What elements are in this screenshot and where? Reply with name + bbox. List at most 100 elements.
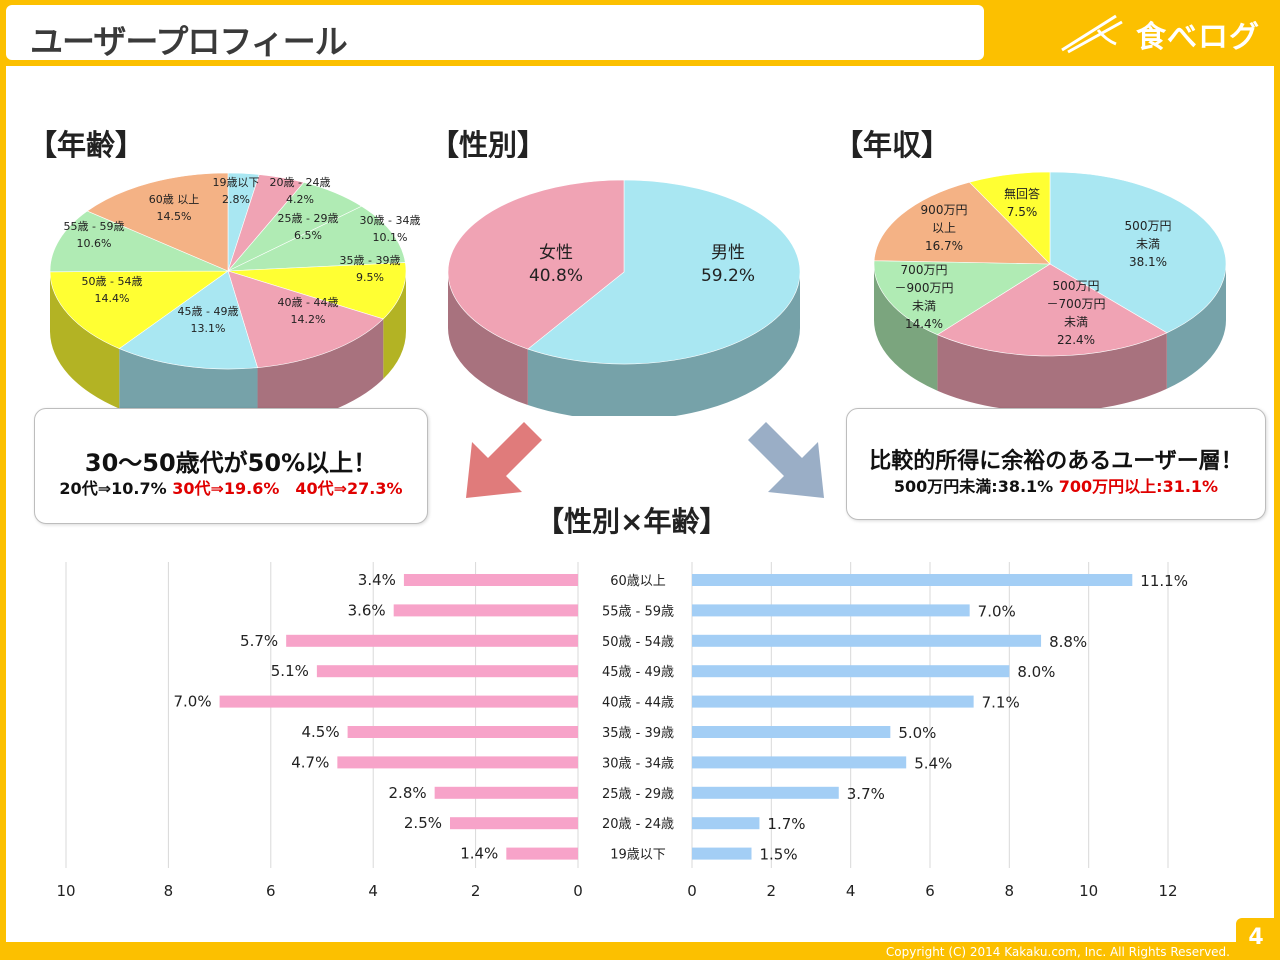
pie-value-4: 7.5%: [1007, 205, 1038, 219]
pie-value-5: 14.2%: [291, 313, 326, 326]
right-axis-tick: 6: [925, 882, 935, 900]
right-axis-tick: 0: [687, 882, 697, 900]
pie-slice-1: [936, 263, 1168, 357]
callout-income-detail-red: 700万円以上:31.1%: [1058, 477, 1219, 496]
pie-value-3: 16.7%: [925, 239, 963, 253]
callout-age-headline: 30～50歳代が50%以上！: [84, 449, 378, 477]
pie-value-8: 10.6%: [77, 237, 112, 250]
female-bar-label: 2.8%: [389, 784, 427, 802]
female-bar-label: 5.1%: [271, 662, 309, 680]
pie-label-2: 25歳 - 29歳 6.5%: [278, 212, 339, 242]
pie-label-1: 20歳 - 24歳 4.2%: [270, 176, 331, 206]
title-bar: ユーザープロフィール: [6, 5, 984, 61]
callout-income-detail: 500万円未満:38.1% 700万円以上:31.1%: [847, 473, 1265, 497]
callout-income-detail-black: 500万円未満:38.1%: [893, 477, 1054, 496]
pie-side-0: [527, 272, 800, 416]
category-label: 30歳 - 34歳: [602, 756, 674, 771]
pie-slice-1: [447, 179, 625, 350]
female-bar: [450, 817, 578, 830]
male-bar-label: 3.7%: [847, 785, 885, 803]
pie-slice-4: [968, 171, 1051, 265]
pie-label-3: 900万円以上 16.7%: [921, 203, 968, 253]
male-bar-label: 5.4%: [914, 754, 952, 772]
female-bar: [393, 604, 578, 617]
female-bar: [316, 665, 578, 678]
pie-value-1: 22.4%: [1057, 333, 1095, 347]
category-label: 60歳以上: [610, 574, 666, 589]
slide-title: ユーザープロフィール: [30, 22, 348, 61]
callout-income-headline: 比較的所得に余裕のあるユーザー層！: [869, 449, 1243, 474]
arrow-down-right-icon: [748, 422, 824, 498]
pie-value-3: 10.1%: [373, 231, 408, 244]
pie-slice-7: [49, 270, 229, 349]
section-title-gender: 【性別】: [430, 128, 547, 162]
category-label: 50歳 - 54歳: [602, 635, 674, 650]
page-number: 4: [1236, 918, 1276, 958]
pie-slice-4: [227, 262, 407, 320]
callout-age-summary: 30～50歳代が50%以上！ 20代⇒10.7% 30代⇒19.6% 40代⇒2…: [34, 408, 428, 524]
left-axis-tick: 6: [266, 882, 276, 900]
male-bar-label: 7.1%: [982, 694, 1020, 712]
callout-income-summary: 比較的所得に余裕のあるユーザー層！ 500万円未満:38.1% 700万円以上:…: [846, 408, 1266, 520]
female-bar-label: 1.4%: [460, 845, 498, 863]
pie-slice-8: [49, 210, 229, 273]
category-label: 55歳 - 59歳: [602, 604, 674, 619]
pie-value-0: 59.2%: [701, 266, 755, 286]
female-bar: [219, 695, 578, 708]
pie-value-7: 14.4%: [95, 292, 130, 305]
male-bar: [692, 665, 1010, 678]
pie-label-0: 男性 59.2%: [701, 243, 755, 286]
right-axis-tick: 12: [1158, 882, 1177, 900]
pie-slice-3: [873, 181, 1051, 265]
pie-label-0: 19歳以下 2.8%: [213, 176, 260, 206]
age-pie-chart: 19歳以下 2.8% 20歳 - 24歳 4.2% 25歳 - 29歳 6.5% 30歳 -…: [49, 172, 421, 416]
male-bar-label: 8.8%: [1049, 633, 1087, 651]
female-bar-label: 2.5%: [404, 814, 442, 832]
pie-slice-2: [873, 260, 1052, 336]
pie-value-1: 40.8%: [529, 266, 583, 286]
pie-label-6: 45歳 - 49歳 13.1%: [178, 305, 239, 335]
category-label: 40歳 - 44歳: [602, 696, 674, 711]
category-label: 35歳 - 39歳: [602, 726, 674, 741]
pie-side-1: [448, 272, 528, 406]
callout-age-detail-red: 30代⇒19.6% 40代⇒27.3%: [172, 479, 403, 498]
female-bar-label: 4.5%: [301, 723, 339, 741]
male-bar: [692, 574, 1133, 586]
category-label: 45歳 - 49歳: [602, 665, 674, 680]
male-bar: [692, 604, 970, 617]
section-title-income: 【年収】: [834, 128, 951, 162]
male-bar-label: 7.0%: [978, 602, 1016, 620]
pie-label-0: 500万円未満 38.1%: [1125, 219, 1172, 269]
female-bar-label: 5.7%: [240, 632, 278, 650]
male-bar: [692, 695, 974, 708]
male-bar-label: 5.0%: [898, 724, 936, 742]
female-bar: [286, 634, 578, 647]
income-pie-chart: 500万円未満 38.1% 500万円－700万円未満 22.4% 700万円－900万…: [873, 171, 1227, 412]
female-bar: [403, 574, 578, 586]
pie-label-9: 60歳 以上 14.5%: [149, 193, 200, 223]
male-bar: [692, 634, 1042, 647]
right-axis-tick: 2: [767, 882, 777, 900]
pie-side-5: [257, 318, 384, 416]
pie-label-3: 30歳 - 34歳 10.1%: [360, 214, 421, 244]
content-panel: 【年齢】 【性別】 【年収】 19歳以下 2.8% 20歳 - 24歳 4.2% 25歳…: [6, 66, 1274, 942]
pie-value-9: 14.5%: [157, 210, 192, 223]
category-label: 25歳 - 29歳: [602, 787, 674, 802]
pie-value-2: 14.4%: [905, 317, 943, 331]
male-bar: [692, 817, 760, 830]
pie-slice-6: [118, 270, 258, 370]
male-bar-label: 1.5%: [760, 846, 798, 864]
pie-slice-3: [227, 205, 406, 272]
pie-label-1: 500万円－700万円未満 22.4%: [1047, 279, 1106, 347]
pie-slice-0: [527, 179, 801, 365]
pie-label-4: 35歳 - 39歳 9.5%: [340, 254, 401, 284]
right-axis-tick: 10: [1079, 882, 1098, 900]
copyright-text: Copyright (C) 2014 Kakaku.com, Inc. All …: [885, 945, 1230, 959]
category-label: 19歳以下: [610, 848, 666, 863]
arrow-down-left-icon: [466, 422, 542, 498]
gender-age-bar-chart: 10 8 6 4 2 0 0 2 4 6 8 10 12 60歳以上 3.4% 11.1% 55歳 - 59歳 3…: [56, 562, 1188, 900]
pie-side-2: [874, 264, 938, 391]
section-title-age: 【年齢】: [28, 128, 145, 162]
pie-value-4: 9.5%: [356, 271, 384, 284]
female-bar-label: 4.7%: [291, 753, 329, 771]
